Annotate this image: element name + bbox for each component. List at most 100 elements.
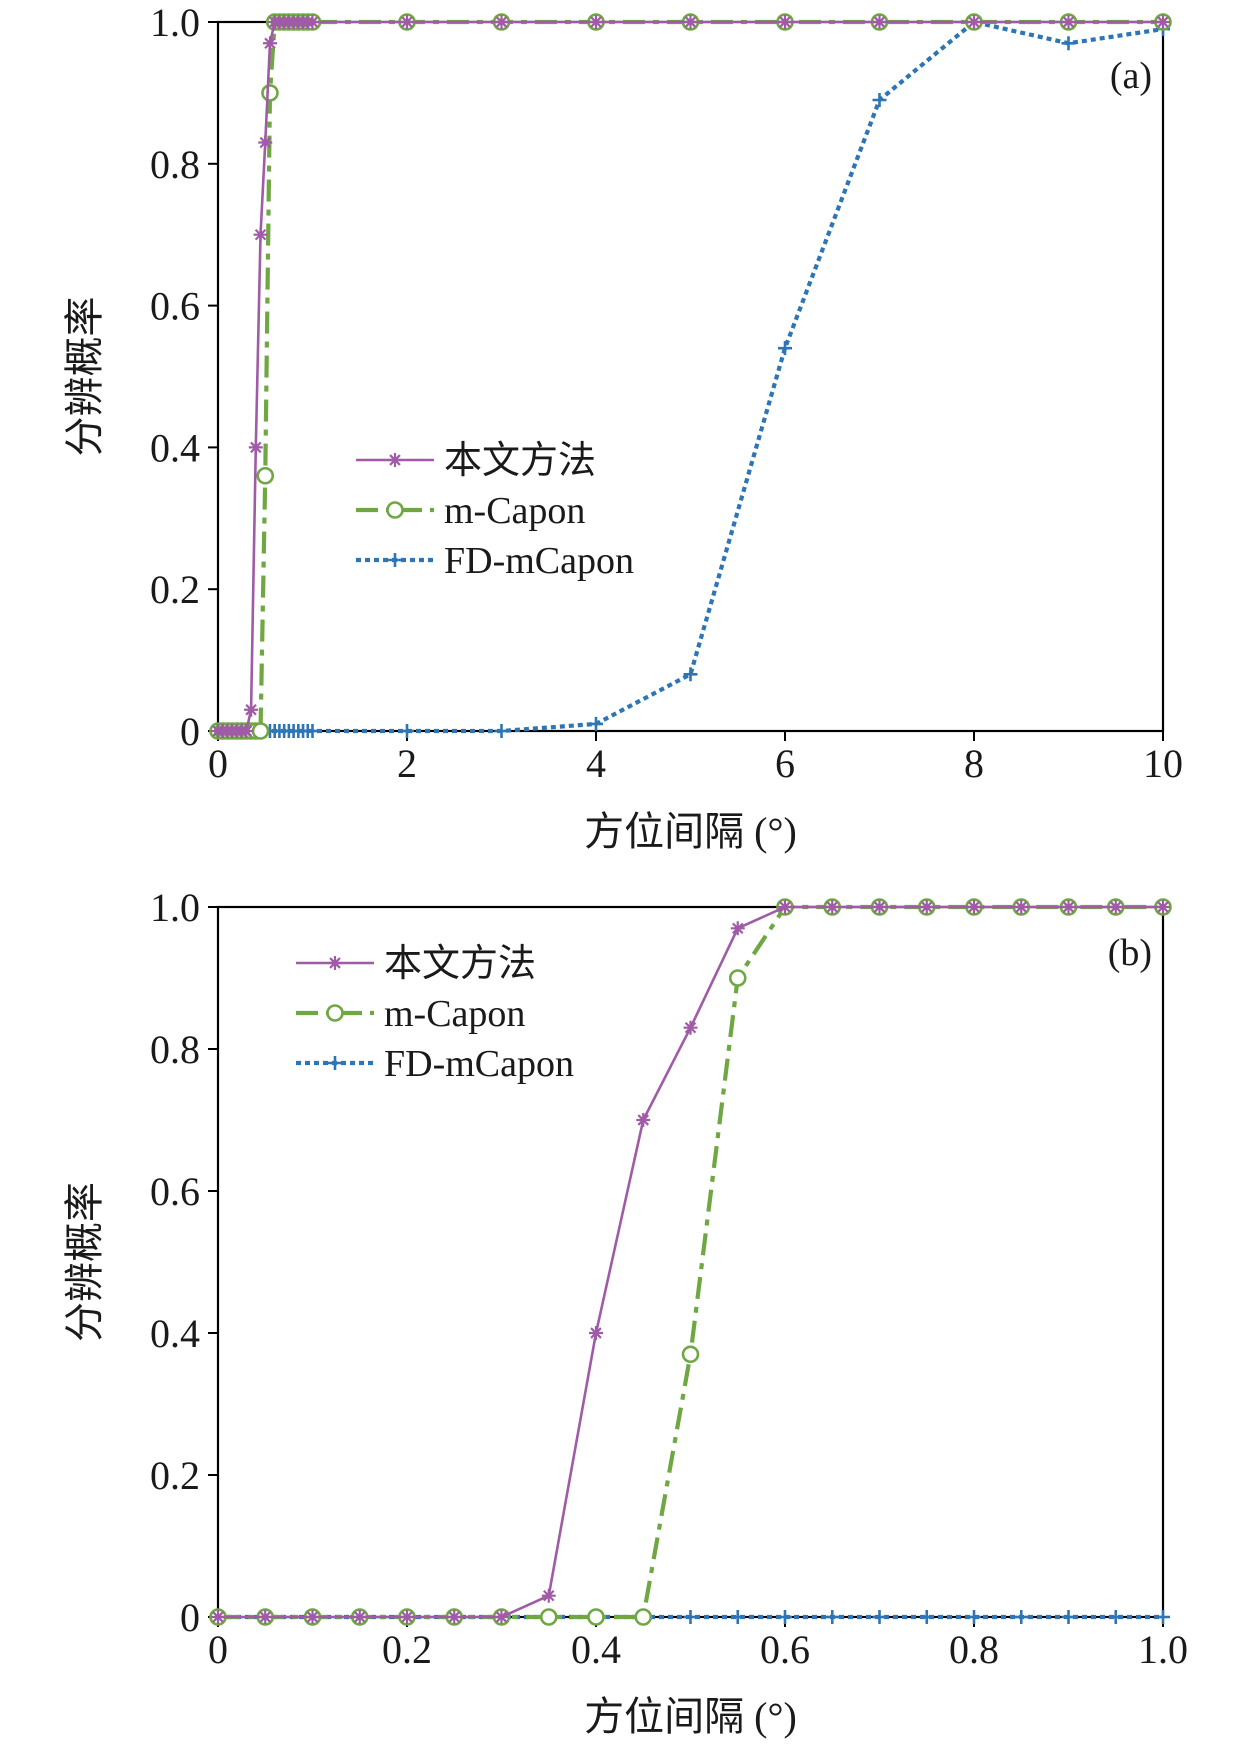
y-tick-label: 0.8 [150,1027,200,1072]
data-point [967,900,981,914]
data-point [730,1610,745,1624]
x-tick-label: 4 [586,741,606,786]
data-point [728,969,747,987]
data-point [1108,1610,1123,1624]
data-point [683,1610,698,1624]
series-1 [209,13,1172,740]
data-point [258,1610,273,1624]
data-point [778,341,792,356]
data-point [589,716,603,731]
data-point [494,724,509,738]
x-tick-label: 6 [775,741,795,786]
data-point [1014,900,1029,914]
data-point [539,1608,558,1626]
data-point [541,1588,556,1603]
x-tick-label: 2 [397,741,417,786]
chart-panel-1: 0 0.2 0.4 0.6 0.8 1.0 0 0.2 0.4 0.6 0.8 1.0 方位间隔 (°)… [62,885,1188,1739]
data-point [239,724,254,738]
y-tick-label: 1.0 [150,885,200,930]
legend: 本文方法 m-Capon FD-mCapon [296,943,574,1085]
legend-swatch-marker [328,1056,342,1070]
data-point [967,15,981,29]
data-point [589,15,603,29]
data-point [262,36,277,51]
data-point [825,900,840,914]
data-point [400,15,414,29]
data-point [967,1610,981,1624]
data-point [681,1345,700,1364]
legend-swatch-marker [328,956,342,970]
x-tick-label: 1.0 [1138,1627,1188,1672]
y-axis-title: 分辨概率 [62,297,107,457]
series-line [218,19,1163,734]
legend-entry-label: FD-mCapon [444,540,634,582]
plot-frame [216,20,1165,733]
x-tick-label: 0.4 [571,1627,621,1672]
data-point [872,92,887,107]
data-point [248,440,263,455]
data-point [683,667,698,682]
legend-entry-label: m-Capon [384,993,525,1035]
legend: 本文方法 m-Capon FD-mCapon [356,440,634,582]
data-point [730,921,745,936]
series-0 [211,15,1170,738]
y-tick-label: 0.4 [150,425,200,470]
x-tick-label: 8 [964,741,984,786]
legend-swatch-marker [388,553,402,567]
series-2 [211,15,1170,738]
data-point [1061,900,1076,914]
y-tick-label: 0.6 [150,1169,200,1214]
data-point [778,900,792,914]
data-point [211,1610,225,1624]
x-tick-label: 0.6 [760,1627,810,1672]
series-0 [211,900,1170,1624]
series-line [218,20,1163,733]
data-point [1156,900,1170,914]
data-point [919,1610,934,1624]
data-point [1156,15,1170,29]
y-tick-label: 0.4 [150,1311,200,1356]
data-point [261,84,279,102]
x-tick-label: 0.8 [949,1627,999,1672]
series-line [218,19,1164,734]
data-point [305,1610,320,1624]
x-tick-label: 0.2 [382,1627,432,1672]
y-tick-label: 0 [180,709,200,754]
data-point [683,15,698,29]
legend-entry-label: FD-mCapon [384,1043,574,1085]
y-tick-label: 0 [180,1595,200,1640]
x-axis-title: 方位间隔 (°) [584,1694,797,1739]
y-axis-title: 分辨概率 [62,1182,107,1342]
y-tick-label: 0.2 [150,1453,200,1498]
data-point [400,1610,414,1624]
y-tick-label: 1.0 [150,0,200,45]
data-point [352,1610,367,1624]
data-point [305,724,320,738]
legend-entry-label: 本文方法 [384,943,536,985]
data-point [825,1610,840,1624]
y-tick-label: 0.2 [150,567,200,612]
data-point [589,1326,603,1340]
data-point [872,900,887,914]
data-point [778,15,792,29]
data-point [258,135,273,150]
data-point [778,1610,792,1624]
data-point [305,15,320,29]
data-point [244,702,259,717]
chart-panel-0: 0 2 4 6 8 10 0 0.2 0.4 0.6 0.8 1.0 方位间隔 (°) 分辨概率 (a) 本文… [62,0,1183,854]
data-point [634,1608,653,1626]
legend-swatch-marker [386,501,404,519]
x-tick-label: 0 [208,1627,228,1672]
data-point [1156,1610,1170,1624]
data-point [447,1610,462,1624]
data-point [494,15,509,29]
data-point [872,15,887,29]
data-point [1061,15,1076,29]
data-point [400,724,414,738]
data-point [1108,900,1123,914]
data-point [872,1610,887,1624]
data-point [1061,1610,1076,1624]
data-point [256,466,275,485]
